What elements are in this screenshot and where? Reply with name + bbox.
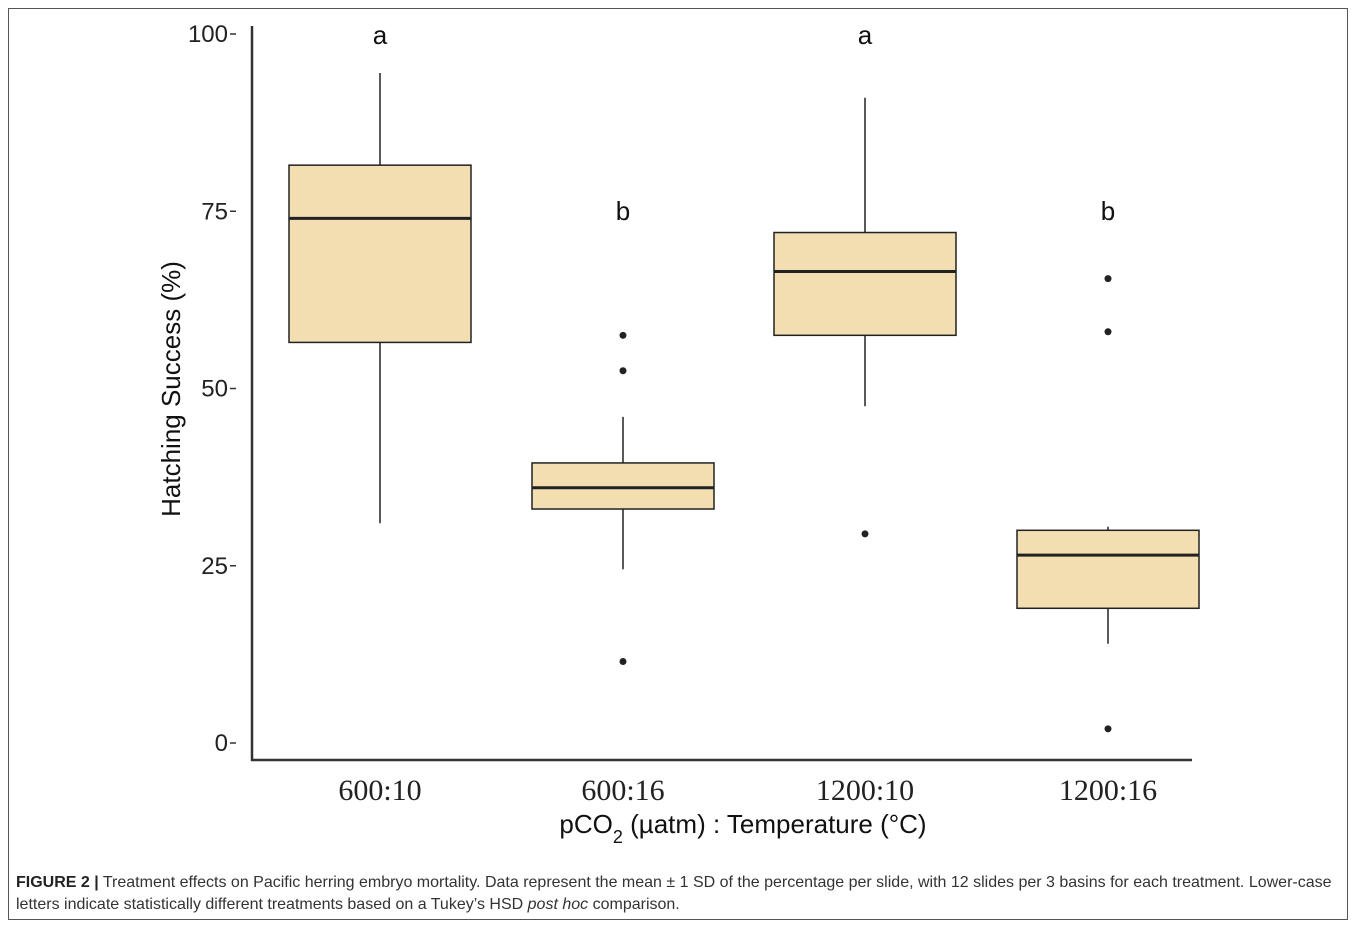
iqr-box (1016, 529, 1200, 610)
outlier-point (619, 331, 627, 339)
boxes: a b a b (288, 20, 1200, 733)
outlier-point (1104, 725, 1112, 733)
box-1200:10: a (773, 20, 957, 538)
figure-caption: FIGURE 2 | Treatment effects on Pacific … (16, 872, 1338, 916)
figure-frame (8, 8, 1348, 920)
significance-letter: a (858, 20, 873, 50)
outlier-point (1104, 275, 1112, 283)
x-tick-label: 1200:10 (816, 774, 914, 807)
y-tick-label: 100 (188, 21, 228, 48)
iqr-box (531, 462, 715, 510)
iqr-box (288, 164, 472, 344)
caption-italic: post hoc (527, 896, 589, 913)
outlier-point (1104, 328, 1112, 336)
outlier-point (861, 530, 869, 538)
outlier-point (619, 367, 627, 375)
caption-text-end: comparison. (588, 896, 680, 913)
y-tick-label: 0 (215, 730, 228, 757)
box-600:16: b (531, 196, 715, 665)
y-tick-label: 50 (201, 376, 228, 403)
outlier-point (619, 657, 627, 665)
y-tick-label: 75 (201, 198, 228, 225)
x-tick-label: 600:10 (338, 774, 421, 807)
y-tick-label: 25 (201, 553, 228, 580)
caption-text: Treatment effects on Pacific herring emb… (16, 874, 1332, 913)
box-1200:16: b (1016, 196, 1200, 733)
axes: 0 25 50 75 100 600:10 600:16 1200:10 1200:16 (188, 21, 1192, 807)
box-600:10: a (288, 20, 472, 524)
y-axis-title: Hatching Success (%) (156, 261, 186, 517)
iqr-box (773, 231, 957, 337)
x-tick-label: 1200:16 (1059, 774, 1157, 807)
significance-letter: a (373, 20, 388, 50)
significance-letter: b (616, 196, 630, 226)
significance-letter: b (1101, 196, 1115, 226)
x-axis-title: pCO2 (µatm) : Temperature (°C) (559, 809, 926, 847)
caption-label: FIGURE 2 | (16, 874, 99, 891)
x-tick-label: 600:16 (581, 774, 664, 807)
